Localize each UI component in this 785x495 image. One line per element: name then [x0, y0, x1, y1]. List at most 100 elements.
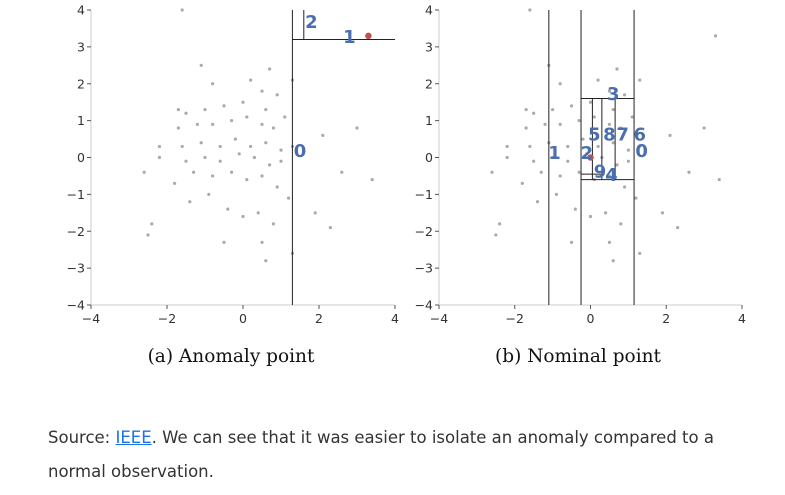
data-point — [176, 126, 180, 130]
data-point — [611, 107, 615, 112]
split-label-8: 8 — [603, 125, 616, 146]
data-point — [233, 137, 237, 141]
source-description: . We can see that it was easier to isola… — [48, 428, 714, 481]
data-point — [638, 251, 642, 255]
source-link-ieee[interactable]: IEEE — [115, 428, 152, 447]
y-tick-label: 3 — [425, 39, 433, 54]
data-point — [524, 107, 528, 112]
data-point — [619, 222, 623, 226]
data-point — [241, 214, 245, 219]
data-point — [638, 144, 642, 149]
data-point — [528, 144, 532, 149]
data-point — [203, 107, 207, 112]
x-tick-label: −2 — [158, 311, 176, 326]
split-label-0: 0 — [294, 141, 307, 162]
y-tick-label: −1 — [67, 187, 85, 202]
y-tick-label: 4 — [425, 3, 433, 18]
data-point — [180, 8, 184, 12]
split-label-2: 2 — [580, 143, 593, 164]
isolation-forest-figure: 4 3 2 1 0 −1 −2 −3 −4 −4 −2 0 2 4 0 1 2 4 3 2 1 0 −1 −2 −3 −4 −4 −2… — [67, 3, 746, 327]
data-point — [271, 126, 275, 130]
data-point — [192, 170, 196, 174]
y-tick-label: 2 — [77, 76, 85, 91]
y-tick-label: −4 — [415, 298, 433, 313]
data-point — [532, 111, 536, 115]
x-tick-label: 2 — [315, 311, 323, 326]
split-label-4: 4 — [605, 165, 618, 186]
y-tick-label: 1 — [77, 113, 85, 128]
data-point — [585, 152, 589, 156]
data-point — [279, 148, 283, 152]
split-label-1: 1 — [548, 143, 561, 164]
data-point — [615, 67, 619, 71]
data-point — [199, 63, 203, 67]
y-tick-label: −2 — [415, 224, 433, 239]
data-point — [520, 181, 524, 185]
data-point — [551, 107, 555, 112]
data-point — [279, 159, 283, 163]
split-label-9: 9 — [594, 161, 607, 182]
data-point — [581, 137, 585, 141]
plot-area — [91, 10, 395, 305]
data-point — [195, 122, 199, 126]
caption-anomaly-point: (a) Anomaly point — [147, 346, 315, 367]
data-point — [668, 133, 672, 137]
y-tick-label: 0 — [77, 150, 85, 165]
data-point — [264, 107, 268, 112]
data-point — [180, 144, 184, 149]
data-point — [588, 214, 593, 219]
x-tick-label: −2 — [506, 311, 524, 326]
highlight-point — [365, 32, 372, 40]
data-point — [588, 100, 593, 104]
data-point — [260, 122, 264, 126]
data-point — [532, 159, 536, 163]
data-point — [287, 196, 291, 200]
data-point — [275, 185, 279, 189]
data-point — [607, 240, 612, 244]
data-point — [558, 82, 562, 86]
data-point — [607, 89, 612, 93]
x-tick-label: 2 — [662, 311, 670, 326]
data-point — [211, 174, 215, 178]
y-tick-label: −3 — [415, 261, 433, 276]
x-tick-label: −4 — [82, 311, 100, 326]
source-paragraph: Source: IEEE. We can see that it was eas… — [48, 421, 768, 489]
data-point — [203, 155, 207, 160]
data-point — [207, 192, 211, 196]
data-point — [604, 211, 608, 215]
data-point — [237, 152, 241, 156]
data-point — [619, 126, 623, 130]
data-point — [505, 144, 509, 149]
data-point — [199, 141, 203, 145]
data-point — [577, 170, 581, 174]
panel-a: 4 3 2 1 0 −1 −2 −3 −4−4 −2 0 2 4 0 1 2 — [67, 3, 399, 327]
split-label-1: 1 — [343, 27, 356, 48]
data-point — [370, 178, 374, 182]
data-point — [596, 144, 600, 149]
data-point — [535, 200, 540, 204]
split-label-7: 7 — [616, 125, 629, 146]
data-point — [222, 104, 226, 108]
y-tick-label: −4 — [67, 298, 85, 313]
data-point — [176, 107, 180, 112]
split-label-3: 3 — [607, 84, 620, 105]
data-point — [211, 122, 215, 126]
data-point — [611, 141, 615, 145]
y-tick-label: 1 — [425, 113, 433, 128]
y-tick-label: −1 — [415, 187, 433, 202]
data-point — [498, 222, 502, 226]
data-point — [622, 185, 627, 189]
data-point — [355, 126, 359, 130]
data-point — [626, 148, 630, 152]
data-point — [505, 155, 509, 160]
data-point — [660, 211, 665, 215]
data-point — [607, 122, 612, 126]
data-point — [539, 170, 543, 174]
data-point — [490, 170, 494, 174]
data-point — [230, 170, 234, 174]
data-point — [271, 222, 275, 226]
data-point — [268, 163, 272, 167]
data-point — [275, 93, 279, 97]
data-point — [328, 225, 332, 230]
data-point — [222, 240, 226, 244]
